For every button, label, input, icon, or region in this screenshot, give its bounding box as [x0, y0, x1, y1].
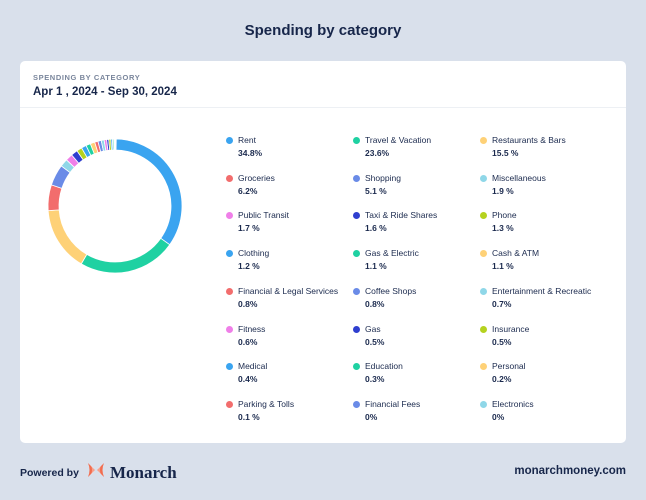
card-header: SPENDING BY CATEGORY Apr 1 , 2024 - Sep …	[33, 73, 177, 98]
dot-icon	[353, 325, 360, 333]
legend-label: Coffee Shops	[365, 285, 417, 296]
legend-label: Clothing	[238, 248, 270, 259]
legend-label: Public Transit	[238, 210, 290, 221]
legend-percent: 0.4%	[238, 374, 258, 385]
legend-label: Financial Fees	[365, 398, 421, 409]
legend-label: Phone	[492, 210, 517, 221]
legend-label: Parking & Tolls	[238, 398, 295, 409]
legend-label: Travel & Vacation	[365, 135, 432, 145]
legend-percent: 34.8%	[238, 148, 263, 158]
legend-label: Shopping	[365, 172, 401, 183]
dot-icon	[353, 400, 360, 408]
dot-icon	[480, 250, 487, 258]
dot-icon	[480, 137, 487, 144]
website-link[interactable]: monarchmoney.com	[514, 465, 626, 477]
dot-icon	[226, 137, 233, 144]
legend-percent: 0.6%	[238, 336, 258, 347]
dot-icon	[480, 363, 487, 371]
brand-name: Monarch	[109, 462, 177, 482]
legend-label: Medical	[238, 361, 268, 372]
legend-label: Groceries	[238, 172, 275, 183]
legend-label: Electronics	[492, 398, 534, 409]
legend-percent: 1.3 %	[492, 223, 514, 234]
legend-percent: 0.5%	[365, 336, 385, 347]
dot-icon	[480, 212, 487, 220]
legend-percent: 0.2%	[492, 374, 512, 385]
monarch-butterfly-icon	[87, 462, 105, 483]
divider	[20, 107, 626, 108]
dot-icon	[226, 212, 233, 220]
dot-icon	[226, 174, 233, 182]
dot-icon	[353, 174, 360, 182]
legend-label: Rent	[238, 135, 256, 145]
legend-percent: 1.1 %	[365, 261, 387, 272]
legend-label: Taxi & Ride Shares	[365, 210, 438, 221]
dot-icon	[226, 400, 233, 408]
section-label: SPENDING BY CATEGORY	[33, 73, 141, 82]
legend-label: Entertainment & Recreatic	[492, 285, 592, 296]
legend-label: Financial & Legal Services	[238, 285, 339, 296]
legend-label: Fitness	[238, 323, 266, 334]
footer-brand: Powered by Monarch	[20, 462, 177, 483]
legend-percent: 0%	[365, 411, 378, 422]
legend-label: Personal	[492, 361, 526, 372]
dot-icon	[226, 250, 233, 258]
donut-slice	[47, 209, 88, 265]
donut-chart	[47, 138, 183, 274]
dot-icon	[480, 400, 487, 408]
legend-label: Cash & ATM	[492, 248, 540, 259]
dot-icon	[480, 325, 487, 333]
spending-card: SPENDING BY CATEGORY Apr 1 , 2024 - Sep …	[20, 61, 626, 443]
dot-icon	[226, 363, 233, 371]
page-title: Spending by category	[244, 22, 402, 39]
date-range: Apr 1 , 2024 - Sep 30, 2024	[33, 86, 177, 98]
donut-slice	[115, 138, 117, 151]
legend-label: Restaurants & Bars	[492, 135, 566, 145]
legend-percent: 0%	[492, 411, 505, 422]
donut-slice	[114, 138, 183, 246]
dot-icon	[353, 250, 360, 258]
legend-percent: 5.1 %	[365, 185, 387, 196]
dot-icon	[226, 325, 233, 333]
legend-percent: 0.5%	[492, 336, 512, 347]
legend-percent: 23.6%	[365, 148, 390, 158]
dot-icon	[480, 287, 487, 295]
legend-percent: 15.5 %	[492, 148, 519, 158]
legend-percent: 0.1 %	[238, 411, 260, 422]
legend-percent: 6.2%	[238, 185, 258, 196]
legend-label: Miscellaneous	[492, 172, 546, 183]
dot-icon	[226, 287, 233, 295]
legend-percent: 0.8%	[238, 298, 258, 309]
dot-icon	[353, 363, 360, 371]
legend-label: Gas	[365, 323, 381, 334]
dot-icon	[353, 212, 360, 220]
donut-slice	[80, 237, 171, 274]
dot-icon	[353, 137, 360, 144]
legend-percent: 1.7 %	[238, 223, 260, 234]
legend-percent: 0.8%	[365, 298, 385, 309]
legend-label: Insurance	[492, 323, 530, 334]
legend-percent: 1.2 %	[238, 261, 260, 272]
legend-percent: 0.3%	[365, 374, 385, 385]
powered-by-label: Powered by	[20, 466, 79, 479]
legend-label: Gas & Electric	[365, 248, 419, 259]
legend-percent: 1.9 %	[492, 185, 514, 196]
legend-label: Education	[365, 361, 403, 372]
dot-icon	[353, 287, 360, 295]
legend-percent: 1.6 %	[365, 223, 387, 234]
legend-percent: 0.7%	[492, 298, 512, 309]
dot-icon	[480, 174, 487, 182]
donut-slice	[47, 184, 63, 212]
legend-percent: 1.1 %	[492, 261, 514, 272]
